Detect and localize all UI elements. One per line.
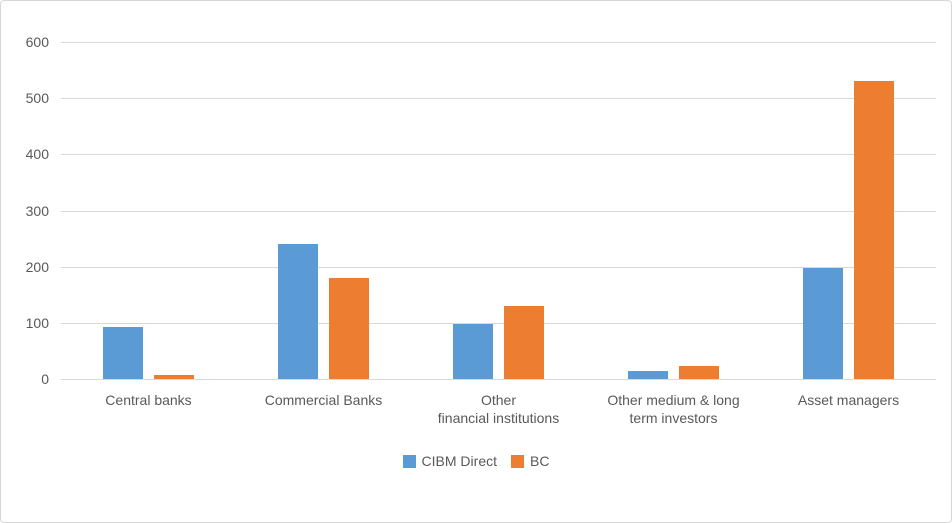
bar-bc-commercial-banks [329,277,369,379]
x-axis: Central banks Commercial Banks Other finan… [61,391,936,427]
legend-label: BC [530,453,550,469]
x-category-label: Commercial Banks [264,392,383,408]
bar-bc-asset-managers [854,81,894,379]
bar-groups [61,42,936,379]
x-category-label: Other financial institutions [437,392,560,426]
legend-swatch-cibm-direct [402,454,416,468]
bar-group-asset-managers [761,42,936,379]
bar-group-commercial-banks [236,42,411,379]
bar-cibm-direct-central-banks [103,326,143,379]
bar-bc-central-banks [154,375,194,379]
legend-item-cibm-direct: CIBM Direct [402,453,497,469]
legend-swatch-bc [511,454,524,468]
x-category-label: Central banks [105,392,192,408]
gridline [61,42,936,43]
x-category-label: Other medium & long term investors [607,392,740,426]
bar-group-other-medium-long [586,42,761,379]
bar-group-central-banks [61,42,236,379]
bar-group-other [411,42,586,379]
gridline [61,266,936,268]
gridline [61,322,936,324]
bar-cibm-direct-other-medium-long [628,370,668,379]
legend-label: CIBM Direct [421,453,497,469]
y-tick-label: 400 [25,146,49,163]
gridline [61,98,936,100]
y-tick-label: 600 [25,34,49,50]
gridline [61,210,936,212]
plot-area [61,42,936,380]
y-tick-label: 100 [25,314,49,331]
y-tick-label: 0 [41,371,49,387]
bar-bc-other [504,305,544,379]
y-tick-label: 500 [25,90,49,107]
bar-cibm-direct-asset-managers [803,268,843,379]
gridline [61,154,936,156]
bar-cibm-direct-other [453,323,493,379]
bar-cibm-direct-commercial-banks [278,244,318,379]
x-axis-line [61,379,936,380]
y-tick-label: 300 [25,202,49,219]
bar-bc-other-medium-long [679,366,719,379]
legend: CIBM Direct BC [1,453,951,469]
legend-item-bc: BC [511,453,549,469]
x-category-label: Asset managers [797,392,900,408]
y-tick-label: 200 [25,258,49,275]
